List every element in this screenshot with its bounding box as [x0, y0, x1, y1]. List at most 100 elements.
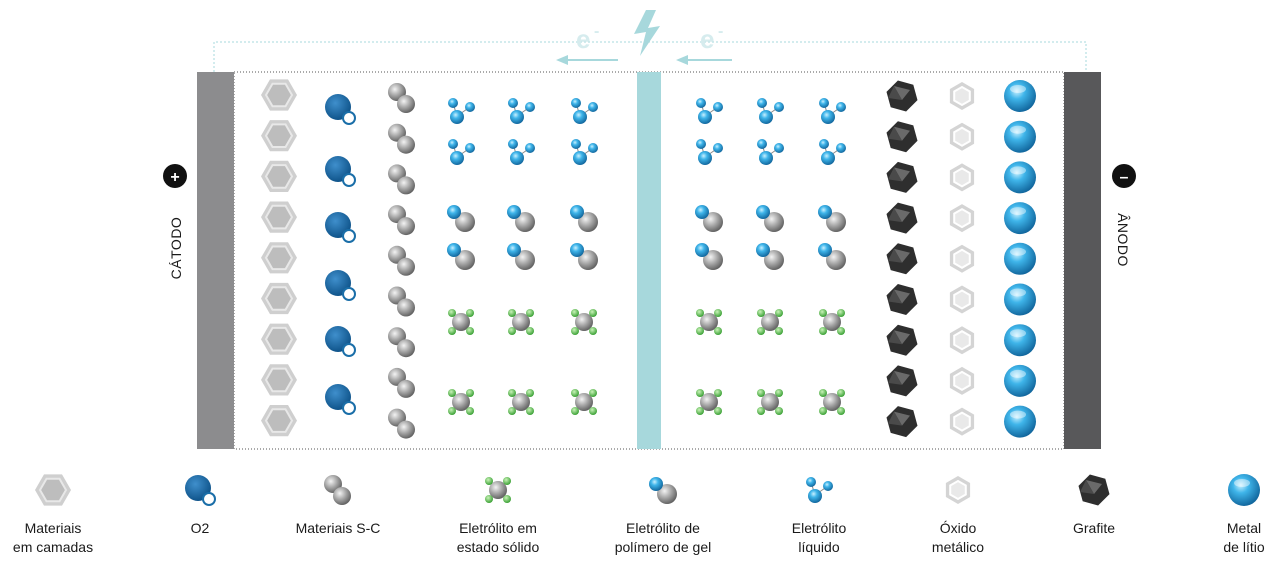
lithium-metal-icon: [1004, 324, 1036, 357]
solid-electrolyte-icon: [448, 309, 474, 335]
gel-polymer-icon: [447, 205, 475, 232]
gel-polymer-icon: [507, 243, 535, 270]
metal-oxide-icon: [949, 244, 975, 273]
liquid-electrolyte-icon: [571, 139, 598, 165]
left-electron-label: e: [576, 24, 590, 54]
lithium-metal-icon: [1228, 474, 1260, 506]
o2-icon: [325, 270, 356, 301]
layered-material-icon: [261, 323, 297, 355]
legend-label: Metal: [1227, 520, 1261, 536]
minus-sign-icon: [1112, 164, 1136, 188]
o2-icon: [325, 212, 356, 243]
external-circuit: [213, 41, 1087, 72]
legend-label: Materiais S-C: [296, 520, 381, 536]
gel-polymer-icon: [756, 243, 784, 270]
graphite-icon: [886, 80, 918, 112]
left-electron-charge: -: [594, 23, 599, 40]
liquid-electrolyte-icon: [571, 98, 598, 124]
legend-label: em camadas: [13, 539, 93, 555]
right-electron-label: e: [700, 24, 714, 54]
legend-label: estado sólido: [457, 539, 540, 555]
lightning-bolt-icon: [634, 10, 660, 56]
layered-material-icon: [261, 405, 297, 437]
gel-polymer-icon: [570, 243, 598, 270]
legend-item: Materiais em camadas: [13, 474, 93, 555]
liquid-electrolyte-icon: [508, 98, 535, 124]
solid-electrolyte-icon: [757, 389, 783, 415]
layered-material-icon: [261, 160, 297, 192]
solid-electrolyte-icon: [508, 309, 534, 335]
sulfur-carbon-icon: [388, 205, 415, 236]
layered-material-icon: [261, 242, 297, 274]
graphite-icon: [886, 121, 918, 153]
sulfur-carbon-icon: [388, 367, 415, 398]
legend-label: O2: [191, 520, 210, 536]
lithium-metal-icon: [1004, 405, 1036, 438]
legend-item: Metal de lítio: [1223, 474, 1265, 555]
liquid-electrolyte-icon: [757, 139, 784, 165]
graphite-icon: [886, 365, 918, 397]
legend-item: O2: [185, 475, 216, 536]
left-arrow-head: [556, 55, 568, 65]
gel-polymer-icon: [756, 205, 784, 232]
legend-label: Eletrólito: [792, 520, 847, 536]
metal-oxide-icon: [945, 476, 971, 504]
metal-oxide-icon: [949, 163, 975, 192]
liquid-electrolyte-icon: [806, 477, 833, 503]
lithium-metal-icon: [1004, 161, 1036, 194]
solid-electrolyte-icon: [571, 389, 597, 415]
metal-oxide-icon: [949, 285, 975, 314]
metal-oxide-icon: [949, 204, 975, 233]
graphite-icon: [886, 284, 918, 315]
gel-polymer-icon: [649, 477, 677, 504]
solid-electrolyte-icon: [696, 309, 722, 335]
liquid-electrolyte-icon: [819, 139, 846, 165]
solid-electrolyte-icon: [696, 389, 722, 415]
solid-electrolyte-icon: [571, 309, 597, 335]
legend: Materiais em camadas O2 Materiais S-C Eletró…: [13, 474, 1265, 555]
legend-item: Grafite: [1073, 474, 1115, 536]
legend-label: Óxido: [940, 520, 977, 536]
solid-electrolyte-icon: [485, 477, 511, 503]
legend-label: Grafite: [1073, 520, 1115, 536]
sulfur-carbon-icon: [324, 475, 351, 505]
legend-label: de lítio: [1223, 539, 1264, 555]
lithium-metal-icon: [1004, 202, 1036, 235]
legend-label: Eletrólito em: [459, 520, 537, 536]
layered-material-icon: [261, 120, 297, 152]
legend-label: líquido: [798, 539, 839, 555]
legend-label: metálico: [932, 539, 984, 555]
graphite-icon: [886, 406, 918, 438]
sulfur-carbon-icon: [388, 83, 415, 113]
metal-oxide-icon: [949, 407, 975, 436]
solid-electrolyte-icon: [757, 309, 783, 335]
lithium-metal-icon: [1004, 364, 1036, 397]
liquid-electrolyte-icon: [696, 98, 723, 124]
graphite-icon: [1078, 474, 1110, 506]
lithium-metal-icon: [1004, 80, 1036, 112]
legend-label: polímero de gel: [615, 539, 712, 555]
sulfur-carbon-icon: [388, 245, 415, 276]
layered-material-icon: [261, 201, 297, 233]
sulfur-carbon-icon: [388, 164, 415, 195]
solid-electrolyte-icon: [819, 309, 845, 335]
solid-electrolyte-icon: [508, 389, 534, 415]
electron-flow: e - e -: [213, 10, 1087, 72]
metal-oxide-icon: [949, 326, 975, 355]
o2-icon: [325, 384, 356, 415]
gel-polymer-icon: [695, 243, 723, 270]
liquid-electrolyte-icon: [448, 98, 475, 124]
legend-item: Eletrólito em estado sólido: [457, 477, 540, 555]
separator: [637, 72, 661, 449]
graphite-icon: [886, 243, 918, 275]
gel-polymer-icon: [818, 205, 846, 232]
lithium-metal-icon: [1004, 120, 1036, 153]
solid-electrolyte-icon: [819, 389, 845, 415]
gel-polymer-icon: [447, 243, 475, 270]
gel-polymer-icon: [818, 243, 846, 270]
lithium-metal-icon: [1004, 283, 1036, 316]
graphite-icon: [886, 202, 918, 234]
legend-item: Óxido metálico: [932, 476, 984, 555]
gel-polymer-icon: [507, 205, 535, 232]
